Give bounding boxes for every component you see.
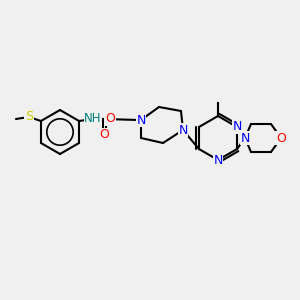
Text: N: N <box>178 124 188 136</box>
Text: O: O <box>105 112 115 125</box>
Text: N: N <box>136 113 146 127</box>
Text: O: O <box>276 131 286 145</box>
Text: S: S <box>25 110 33 124</box>
Text: NH: NH <box>84 112 102 125</box>
Text: O: O <box>99 128 109 142</box>
Text: N: N <box>240 131 250 145</box>
Text: N: N <box>213 154 223 166</box>
Text: N: N <box>232 121 242 134</box>
